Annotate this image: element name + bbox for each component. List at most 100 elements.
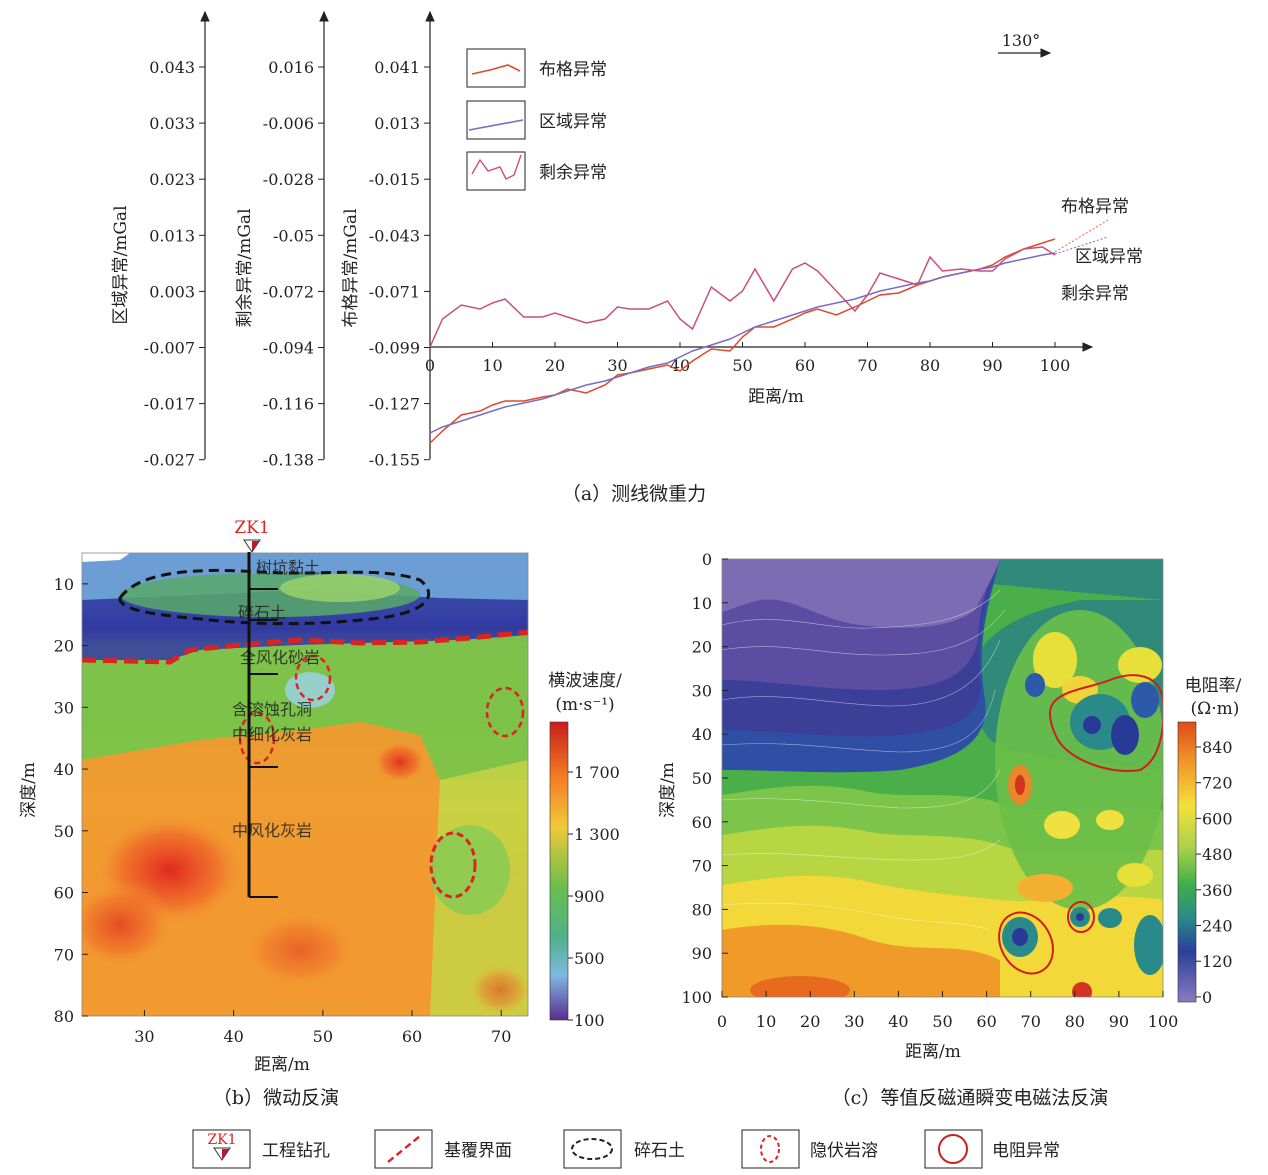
regional-axis-label: 区域异常/mGal <box>111 206 131 325</box>
x-tick-label-b: 40 <box>223 1027 243 1046</box>
bouguer-axis-label: 布格异常/mGal <box>341 209 361 328</box>
layer-label-6: 中风化灰岩 <box>232 821 312 840</box>
y-tick-label-b: 10 <box>54 575 74 594</box>
karst-ellipse-icon <box>760 1135 780 1163</box>
y-tick-label-b: 60 <box>54 884 74 903</box>
y-tick-label-c: 100 <box>681 988 712 1007</box>
resistivity-anomaly-ring-1 <box>1049 674 1163 772</box>
legend-label-borehole: 工程钻孔 <box>262 1141 330 1161</box>
colorbar-c-tick-label: 240 <box>1202 917 1233 936</box>
legend-label-regional: 区域异常 <box>539 112 607 132</box>
legend-box-resist <box>924 1129 983 1169</box>
y-tick-label-c: 70 <box>692 857 712 876</box>
axis_regional-tick-label: -0.017 <box>144 395 195 414</box>
y-axis-label-b: 深度/m <box>19 762 39 818</box>
series-line-剩余异常 <box>429 246 1056 348</box>
legend-swatch-bouguer <box>471 64 521 75</box>
bottom-legend: ZK1 工程钻孔 基覆界面 碎石土 隐伏岩溶 电阻异常 <box>192 1129 1060 1169</box>
velocity-field: 树坑黏土 碎石土 全风化砂岩 含溶蚀孔洞 中细化灰岩 中风化灰岩 <box>82 553 528 1016</box>
axis_bouguer-tick-label: -0.071 <box>369 282 420 301</box>
y-tick-label-c: 20 <box>692 638 712 657</box>
colorbar-b-tick-label: 500 <box>574 949 605 968</box>
colorbar-c-tick-label: 720 <box>1202 774 1233 793</box>
axis-a-ticks: 0.043 0.033 0.023 0.013 0.003 -0.007 -0.017 -0.… <box>144 58 430 470</box>
x-tick-label-c: 10 <box>756 1012 776 1031</box>
x-tick-label-a: 20 <box>545 356 565 375</box>
legend-label-interface: 基覆界面 <box>444 1141 512 1161</box>
axis_residual-tick-label: -0.116 <box>263 395 314 414</box>
x-tick-label-a: 90 <box>982 356 1002 375</box>
legend-box-gravel <box>563 1129 622 1169</box>
colorbar-c-ticks: 840 720 600 480 360 240 120 0 <box>1196 738 1233 1007</box>
colorbar-b-ticks: 1 700 1 300 900 500 100 <box>568 763 620 1030</box>
x-tick-label-c: 20 <box>800 1012 820 1031</box>
legend-box-regional <box>466 100 526 140</box>
axis-c-ticks: 0 10 20 30 40 50 60 70 80 90 100 0 10 20 30 40 50 60 70 80 9… <box>681 550 1178 1031</box>
karst-ellipse-1 <box>294 654 332 702</box>
caption-a: （a）测线微重力 <box>562 483 706 505</box>
x-tick-label-c: 0 <box>717 1012 727 1031</box>
series-a <box>429 238 1056 444</box>
axis_regional-tick-label: 0.043 <box>149 58 195 77</box>
axis_residual-tick-label: -0.05 <box>273 226 314 245</box>
y-tick-label-c: 30 <box>692 681 712 700</box>
x-tick-label-c: 70 <box>1021 1012 1041 1031</box>
axis_residual-tick-label: 0.016 <box>268 58 314 77</box>
y-tick-label-c: 80 <box>692 900 712 919</box>
x-tick-label-c: 80 <box>1065 1012 1085 1031</box>
legend-box-interface <box>374 1129 433 1169</box>
x-tick-label-c: 50 <box>932 1012 952 1031</box>
y-tick-label-b: 40 <box>54 760 74 779</box>
legend-a: 布格异常 区域异常 剩余异常 <box>466 48 607 191</box>
bedrock-interface-line <box>82 629 528 665</box>
colorbar-c-tick-label: 0 <box>1202 988 1212 1007</box>
x-tick-label-c: 100 <box>1148 1012 1179 1031</box>
y-tick-label-b: 50 <box>54 822 74 841</box>
y-tick-label-b: 30 <box>54 698 74 717</box>
axis_regional-tick-label: 0.013 <box>149 226 195 245</box>
resistivity-anomaly-ring-3 <box>1067 901 1095 933</box>
colorbar-c-title: 电阻率/ <box>1185 676 1242 696</box>
axis-b-ticks: 30 40 50 60 70 10 20 30 40 50 60 70 80 <box>54 575 512 1046</box>
end-label-regional: 区域异常 <box>1075 247 1143 267</box>
axis_regional-tick-label: 0.023 <box>149 170 195 189</box>
y-tick-label-c: 10 <box>692 594 712 613</box>
axis_residual-tick-label: -0.072 <box>263 282 314 301</box>
colorbar-b-unit: (m·s⁻¹) <box>555 695 614 715</box>
y-tick-label-c: 0 <box>702 550 712 569</box>
resistivity-anomaly-ring-2 <box>998 911 1054 975</box>
legend-box-karst <box>741 1129 800 1169</box>
y-tick-label-b: 20 <box>54 637 74 656</box>
x-tick-label-b: 70 <box>491 1027 511 1046</box>
karst-ellipse-3 <box>485 686 525 738</box>
direction-label: 130° <box>1002 31 1041 50</box>
series-line-区域异常 <box>429 252 1056 434</box>
layer-label-5: 中细化灰岩 <box>232 725 312 744</box>
x-tick-label-b: 60 <box>402 1027 422 1046</box>
axis_bouguer-tick-label: -0.099 <box>369 339 420 358</box>
borehole-zk1: ZK1 <box>234 518 278 898</box>
legend-label-residual: 剩余异常 <box>539 163 607 183</box>
borehole-label: ZK1 <box>234 518 269 538</box>
axis_bouguer-tick-label: -0.043 <box>369 226 420 245</box>
layer-label-1: 树坑黏土 <box>256 558 320 577</box>
panel-c: 0 10 20 30 40 50 60 70 80 90 100 0 10 20 30 40 50 60 70 80 9… <box>658 550 1242 1109</box>
x-tick-label-a: 60 <box>795 356 815 375</box>
borehole-icon: ZK1 <box>207 1132 236 1148</box>
x-tick-label-c: 40 <box>888 1012 908 1031</box>
axis_residual-tick-label: -0.138 <box>263 451 314 470</box>
legend-label-resist: 电阻异常 <box>992 1141 1060 1161</box>
resistivity-field <box>722 559 1163 997</box>
x-tick-label-a: 10 <box>482 356 502 375</box>
panel-a: 0.043 0.033 0.023 0.013 0.003 -0.007 -0.017 -0.… <box>111 10 1143 505</box>
legend-box-borehole <box>192 1129 251 1169</box>
panel-b: 树坑黏土 碎石土 全风化砂岩 含溶蚀孔洞 中细化灰岩 中风化灰岩 ZK1 30 4… <box>19 518 622 1109</box>
colorbar-b <box>549 721 569 1021</box>
plot-frame-b <box>81 552 529 1017</box>
x-tick-label-b: 50 <box>313 1027 333 1046</box>
colorbar-b-tick-label: 100 <box>574 1011 605 1030</box>
axis_regional-tick-label: 0.033 <box>149 114 195 133</box>
y-tick-label-b: 70 <box>54 945 74 964</box>
axis_regional-tick-label: -0.027 <box>144 451 195 470</box>
legend-box-bouguer <box>466 48 526 88</box>
